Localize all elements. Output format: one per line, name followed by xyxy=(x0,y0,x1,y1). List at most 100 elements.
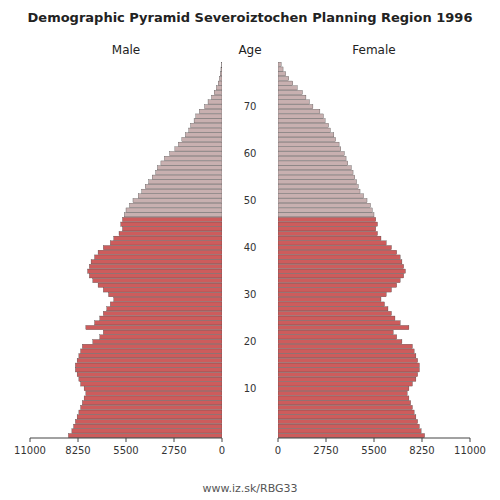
bar xyxy=(77,358,222,362)
bar xyxy=(278,72,286,76)
bar xyxy=(77,372,222,376)
x-tick xyxy=(374,438,375,442)
bar xyxy=(214,90,222,94)
bar xyxy=(278,410,414,414)
bar xyxy=(278,62,281,66)
bar xyxy=(75,363,222,367)
x-tick xyxy=(78,438,79,442)
bar xyxy=(278,297,381,301)
bar xyxy=(114,297,222,301)
bar xyxy=(124,213,222,217)
bar xyxy=(114,236,222,240)
bar xyxy=(93,340,222,344)
x-tick xyxy=(422,438,423,442)
age-label: 20 xyxy=(244,336,257,347)
bar xyxy=(278,175,355,179)
bar xyxy=(278,335,397,339)
bar xyxy=(278,128,330,132)
bar xyxy=(278,288,391,292)
bar xyxy=(182,137,222,141)
x-tick xyxy=(222,438,223,442)
bar xyxy=(100,335,222,339)
x-tick-label: 5500 xyxy=(113,445,138,456)
x-tick-label: 5500 xyxy=(361,445,386,456)
bar xyxy=(129,203,222,207)
bar xyxy=(278,170,353,174)
x-tick xyxy=(174,438,175,442)
age-label: 60 xyxy=(244,148,257,159)
bar xyxy=(278,81,293,85)
bar xyxy=(103,330,222,334)
bar xyxy=(278,100,309,104)
bar xyxy=(189,128,222,132)
bar xyxy=(278,307,388,311)
bar xyxy=(278,137,336,141)
bar xyxy=(191,123,222,127)
bar xyxy=(157,166,222,170)
x-tick xyxy=(30,438,31,442)
bars xyxy=(278,62,425,438)
bar xyxy=(164,156,222,160)
bar xyxy=(91,260,222,264)
bar xyxy=(278,372,418,376)
bar xyxy=(185,133,222,137)
bar xyxy=(103,311,222,315)
bar xyxy=(81,382,222,386)
bar xyxy=(110,302,222,306)
bar xyxy=(278,147,341,151)
bar xyxy=(278,302,384,306)
bar xyxy=(178,142,222,146)
bar xyxy=(278,189,360,193)
bar xyxy=(221,67,222,71)
bar xyxy=(278,358,418,362)
bar xyxy=(278,401,411,405)
bar xyxy=(86,325,222,329)
bar xyxy=(278,241,386,245)
bar xyxy=(170,152,222,156)
bar xyxy=(109,293,222,297)
bar xyxy=(278,86,297,90)
bar xyxy=(278,278,400,282)
bar xyxy=(278,231,377,235)
bar xyxy=(278,203,371,207)
bar xyxy=(221,62,222,66)
bar xyxy=(89,264,222,268)
bar xyxy=(278,344,412,348)
x-tick xyxy=(326,438,327,442)
bar xyxy=(278,236,381,240)
bar xyxy=(79,354,222,358)
x-tick-label: 0 xyxy=(219,445,225,456)
bar xyxy=(81,405,222,409)
bar xyxy=(278,283,397,287)
bar xyxy=(278,199,367,203)
bar xyxy=(89,274,222,278)
bar xyxy=(75,368,222,372)
bar xyxy=(278,368,419,372)
bar xyxy=(212,95,222,99)
age-label: 50 xyxy=(244,195,257,206)
x-tick-label: 8250 xyxy=(409,445,434,456)
bar xyxy=(145,184,222,188)
bar xyxy=(278,255,400,259)
age-label: 40 xyxy=(244,242,257,253)
bar xyxy=(82,401,222,405)
bar xyxy=(75,419,222,423)
bar xyxy=(278,95,306,99)
bar xyxy=(278,274,404,278)
bar xyxy=(278,377,416,381)
bar xyxy=(82,344,222,348)
bar xyxy=(278,434,425,438)
bar xyxy=(152,175,222,179)
bar xyxy=(278,222,377,226)
x-tick-label: 2750 xyxy=(313,445,338,456)
bar xyxy=(103,288,222,292)
bar xyxy=(205,105,222,109)
bar xyxy=(278,349,414,353)
bar xyxy=(98,250,222,254)
bar xyxy=(278,330,393,334)
bar xyxy=(95,321,222,325)
bar xyxy=(74,424,222,428)
bar xyxy=(278,166,351,170)
x-tick xyxy=(470,438,471,442)
bar xyxy=(278,363,419,367)
